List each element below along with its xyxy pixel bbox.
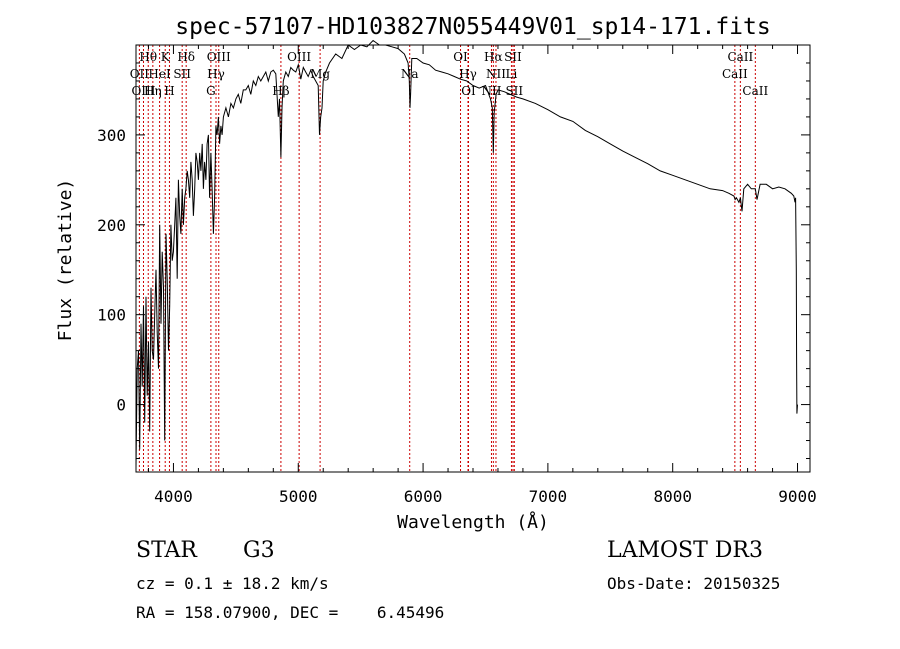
spectral-line-label: OI bbox=[453, 50, 468, 64]
spectral-line-label: SII bbox=[504, 50, 522, 64]
spectral-line-label: OI bbox=[461, 84, 476, 98]
y-axis: 0 100 200 300 bbox=[97, 62, 810, 460]
spectral-line-label: Mg bbox=[310, 67, 330, 81]
x-tick-label: 9000 bbox=[778, 487, 817, 506]
spectral-line-label: NII bbox=[486, 67, 506, 81]
spectral-line-label: Hγ bbox=[459, 67, 477, 81]
y-tick-label: 200 bbox=[97, 216, 126, 235]
spectral-line-label: CaII bbox=[727, 50, 753, 64]
spectral-line-label: Hδ bbox=[177, 50, 195, 64]
spectral-line-label: Hα bbox=[484, 50, 503, 64]
x-axis: 4000 5000 6000 7000 8000 9000 bbox=[147, 45, 817, 506]
spectral-line-label: H bbox=[164, 84, 174, 98]
object-subclass: G3 bbox=[243, 538, 275, 563]
chart-title: spec-57107-HD103827N055449V01_sp14-171.f… bbox=[175, 14, 770, 40]
y-tick-label: 0 bbox=[116, 396, 126, 415]
spectral-line-label: SII bbox=[173, 67, 191, 81]
marker-lines bbox=[138, 45, 756, 472]
x-tick-label: 8000 bbox=[653, 487, 692, 506]
obs-date: Obs-Date: 20150325 bbox=[607, 574, 781, 593]
x-tick-label: 4000 bbox=[154, 487, 193, 506]
spectral-line-label: G bbox=[206, 84, 216, 98]
spectral-line-label: Hη bbox=[144, 84, 162, 98]
spectral-line-label: K bbox=[161, 50, 171, 64]
spectral-line-label: Hβ bbox=[272, 84, 289, 98]
y-axis-label: Flux (relative) bbox=[55, 179, 76, 342]
spectral-line-label: OII bbox=[130, 67, 150, 81]
spectral-line-label: Hθ bbox=[139, 50, 157, 64]
spectrum-line bbox=[135, 39, 798, 468]
spectral-line-label: OIII bbox=[131, 84, 155, 98]
x-tick-label: 6000 bbox=[404, 487, 443, 506]
spectral-line-label: CaII bbox=[722, 67, 748, 81]
redshift-line: cz = 0.1 ± 18.2 km/s bbox=[136, 574, 329, 593]
spectral-line-label: OIII bbox=[207, 50, 231, 64]
object-class: STAR bbox=[136, 538, 197, 563]
spectral-line-label: HeI bbox=[148, 67, 171, 81]
spectral-line-label: Li bbox=[506, 67, 518, 81]
plot-frame bbox=[135, 44, 811, 473]
y-tick-label: 300 bbox=[97, 126, 126, 145]
x-axis-label: Wavelength (Å) bbox=[397, 511, 549, 533]
x-tick-label: 7000 bbox=[529, 487, 568, 506]
spectral-line-label: Hγ bbox=[207, 67, 225, 81]
coordinates: RA = 158.07900, DEC = 6.45496 bbox=[136, 603, 445, 622]
spectral-line-label: OIII bbox=[287, 50, 311, 64]
spectral-line-label: Na bbox=[401, 67, 419, 81]
survey-label: LAMOST DR3 bbox=[607, 538, 763, 563]
spectral-line-label: CaII bbox=[742, 84, 768, 98]
y-tick-label: 100 bbox=[97, 306, 126, 325]
x-tick-label: 5000 bbox=[279, 487, 318, 506]
